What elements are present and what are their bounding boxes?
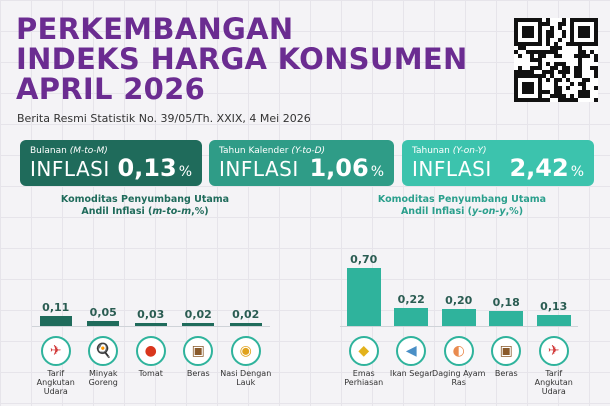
bar-value-label: 0,18 — [492, 296, 520, 310]
bar-value-label: 0,02 — [232, 308, 260, 321]
rice-sack-icon: ▣ — [491, 336, 522, 366]
card-value: 0,13% — [117, 154, 192, 182]
bar-value-label: 0,03 — [137, 308, 165, 321]
category-label: Beras — [186, 369, 210, 378]
left-chart-heading: Komoditas Penyumbang Utama Andil Inflasi… — [60, 194, 230, 217]
chart-bar — [229, 323, 262, 326]
tomato-icon: ● — [135, 336, 166, 366]
qr-code-icon — [514, 18, 598, 102]
card-word: INFLASI — [219, 157, 299, 181]
page-title: PERKEMBANGAN INDEKS HARGA KONSUMEN APRIL… — [16, 14, 506, 104]
category-label: Ikan Segar — [389, 369, 433, 378]
rice-sack-icon: ▣ — [183, 336, 214, 366]
title-line-1: PERKEMBANGAN — [16, 12, 294, 46]
bar-value-label: 0,70 — [350, 253, 378, 266]
gold-jewelry-icon: ◆ — [348, 336, 379, 366]
rice-dish-icon: ◉ — [230, 336, 261, 366]
cooking-oil-icon: 🍳 — [88, 336, 119, 366]
chart-bar — [182, 323, 215, 326]
bar-value-label: 0,13 — [540, 300, 568, 314]
category-label: Daging Ayam Ras — [432, 369, 486, 387]
chart-bar — [346, 268, 381, 326]
bar-value-label: 0,20 — [445, 294, 473, 308]
bar-value-label: 0,05 — [89, 306, 117, 320]
chart-bar — [134, 323, 167, 326]
category-label: Emas Perhiasan — [344, 369, 384, 387]
category-label: Minyak Goreng — [88, 369, 118, 387]
title-line-3: APRIL 2026 — [16, 72, 206, 106]
airplane-icon: ✈ — [40, 336, 71, 366]
chart-bar — [394, 307, 429, 326]
category-label: Beras — [494, 369, 518, 378]
subtitle: Berita Resmi Statistik No. 39/05/Th. XXI… — [17, 112, 311, 125]
fish-icon: ◀ — [396, 336, 427, 366]
title-line-2: INDEKS HARGA KONSUMEN — [16, 42, 468, 76]
chart-baseline — [32, 326, 270, 327]
chart-bar — [536, 315, 571, 326]
airplane-icon: ✈ — [538, 336, 569, 366]
category-label: Tomat — [138, 369, 163, 378]
chart-baseline — [340, 326, 578, 327]
category-label: Nasi Dengan Lauk — [220, 369, 272, 387]
card-value: 2,42% — [509, 154, 584, 182]
bar-value-label: 0,22 — [397, 292, 425, 306]
chart-bar — [441, 309, 476, 326]
category-label: Tarif Angkutan Udara — [36, 369, 75, 396]
inflation-card-yearly: Tahunan (Y-on-Y) INFLASI 2,42% — [402, 140, 594, 186]
bar-value-label: 0,02 — [184, 308, 212, 321]
inflation-card-monthly: Bulanan (M-to-M) INFLASI 0,13% — [20, 140, 202, 186]
inflation-card-ytd: Tahun Kalender (Y-to-D) INFLASI 1,06% — [209, 140, 394, 186]
chart-bar — [489, 311, 524, 326]
bar-value-label: 0,11 — [42, 301, 70, 314]
chart-bar — [87, 321, 120, 326]
chart-bar — [39, 316, 72, 326]
card-value: 1,06% — [309, 154, 384, 182]
card-word: INFLASI — [412, 157, 492, 181]
card-word: INFLASI — [30, 157, 110, 181]
category-label: Tarif Angkutan Udara — [534, 369, 573, 396]
chicken-meat-icon: ◐ — [443, 336, 474, 366]
right-chart-heading: Komoditas Penyumbang Utama Andil Inflasi… — [377, 194, 547, 217]
